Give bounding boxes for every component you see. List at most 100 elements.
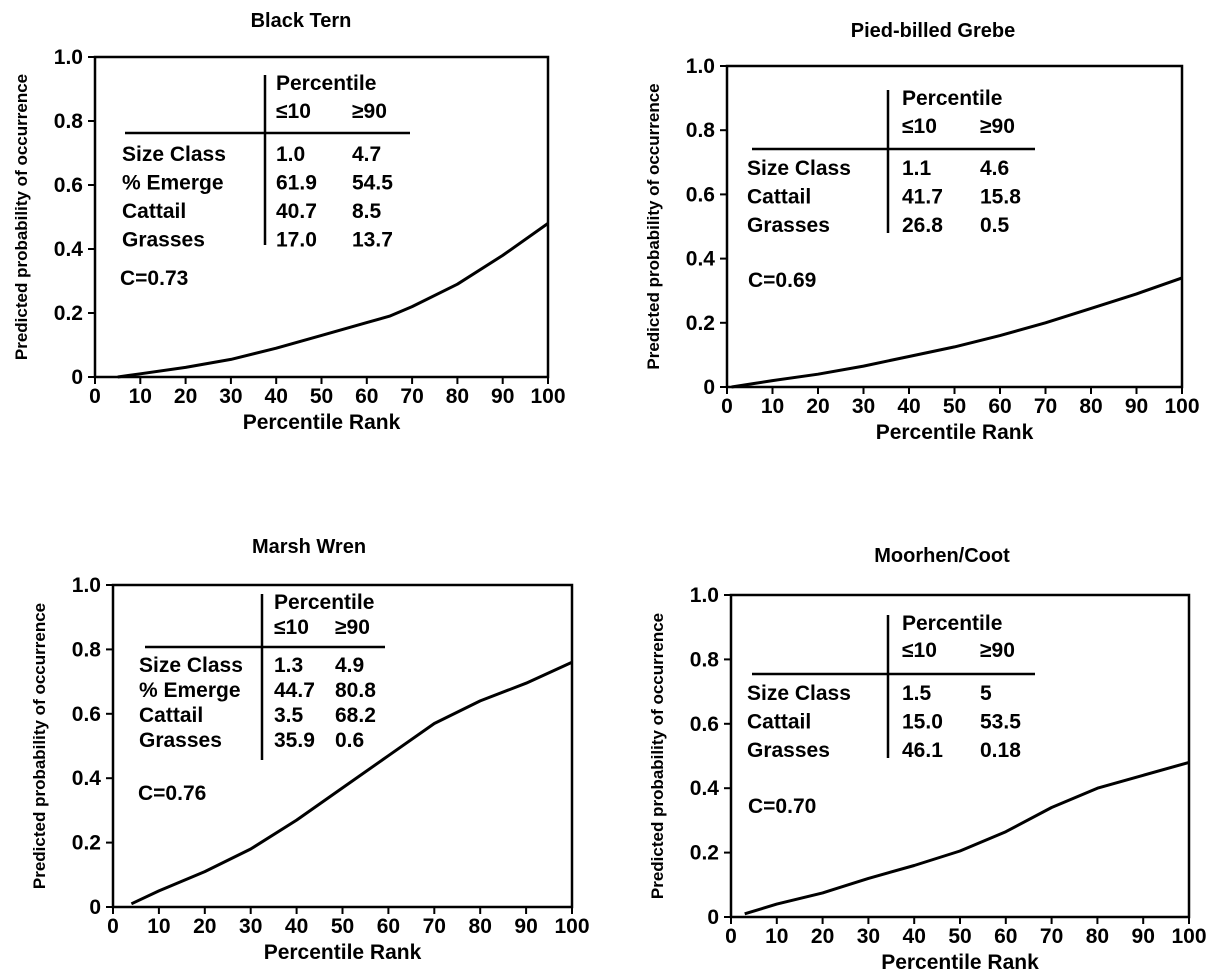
x-tick-label: 60	[994, 925, 1017, 948]
y-axis-label: Predicted probability of occurrence	[644, 83, 663, 369]
table-row-label: Grasses	[139, 729, 222, 752]
table-row-label: Grasses	[122, 229, 205, 252]
x-tick-label: 20	[193, 915, 216, 938]
table-col-high-header: ≥90	[980, 115, 1015, 138]
y-tick-label: 0	[703, 376, 715, 399]
y-tick-label: 0.4	[686, 248, 716, 271]
table-value-low: 61.9	[276, 172, 317, 195]
table-value-high: 4.7	[352, 143, 381, 166]
table-value-high: 0.18	[980, 739, 1021, 762]
y-tick-label: 0	[89, 896, 101, 919]
c-statistic-annotation: C=0.73	[120, 267, 188, 290]
table-value-high: 15.8	[980, 186, 1021, 209]
table-row-label: Cattail	[139, 704, 203, 727]
x-tick-label: 90	[514, 915, 537, 938]
x-tick-label: 100	[1164, 395, 1199, 418]
y-tick-label: 0.8	[72, 638, 102, 661]
x-tick-label: 100	[1171, 925, 1206, 948]
x-tick-label: 80	[1079, 395, 1102, 418]
x-tick-label: 50	[943, 395, 966, 418]
x-tick-label: 60	[355, 385, 378, 408]
table-col-high-header: ≥90	[980, 639, 1015, 662]
y-tick-label: 1.0	[690, 584, 719, 607]
table-value-high: 4.6	[980, 157, 1009, 180]
y-tick-label: 0.4	[690, 777, 720, 800]
table-value-low: 15.0	[902, 711, 943, 734]
x-tick-label: 60	[988, 395, 1011, 418]
x-tick-label: 80	[469, 915, 492, 938]
y-tick-label: 0	[71, 366, 83, 389]
chart-moorhen-coot: Moorhen/Coot 0 10 20 30 40 50 60 70 80 90 100 0 0.2 0.…	[600, 490, 1211, 977]
table-value-high: 53.5	[980, 711, 1021, 734]
table-value-low: 35.9	[274, 729, 315, 752]
y-tick-label: 0.4	[54, 238, 84, 261]
chart-title: Pied-billed Grebe	[851, 20, 1015, 42]
x-tick-label: 40	[265, 385, 288, 408]
x-tick-label: 100	[530, 385, 565, 408]
x-tick-label: 20	[174, 385, 197, 408]
y-tick-label: 0.2	[690, 842, 719, 865]
table-value-low: 1.1	[902, 157, 932, 180]
table-value-low: 41.7	[902, 186, 943, 209]
chart-marsh-wren: Marsh Wren 0 10 20 30 40 50 60 70 80 90 100 0 0.2 0.4 0…	[0, 490, 600, 977]
table-value-high: 5	[980, 682, 992, 705]
y-tick-label: 0.8	[686, 119, 716, 142]
x-tick-label: 0	[725, 925, 737, 948]
table-value-high: 4.9	[335, 654, 364, 677]
table-value-low: 1.3	[274, 654, 303, 677]
x-tick-label: 10	[765, 925, 788, 948]
chart-title: Black Tern	[251, 10, 352, 32]
table-value-high: 68.2	[335, 704, 376, 727]
table-row-label: Cattail	[747, 711, 811, 734]
y-axis-label: Predicted probability of occurrence	[30, 603, 49, 889]
table-row-label: Grasses	[747, 739, 830, 762]
c-statistic-annotation: C=0.70	[748, 795, 816, 818]
c-statistic-annotation: C=0.69	[748, 269, 816, 292]
table-col-high-header: ≥90	[352, 100, 387, 123]
table-col-low-header: ≤10	[902, 639, 937, 662]
table-col-low-header: ≤10	[276, 100, 311, 123]
x-tick-label: 20	[811, 925, 834, 948]
x-tick-label: 90	[1132, 925, 1155, 948]
chart-title: Marsh Wren	[252, 536, 366, 558]
table-percentile-header: Percentile	[276, 72, 376, 95]
probability-curve	[731, 276, 1183, 389]
x-tick-label: 0	[89, 385, 101, 408]
table-percentile-header: Percentile	[902, 612, 1002, 635]
y-tick-label: 0.8	[54, 110, 84, 133]
x-tick-label: 80	[446, 385, 469, 408]
x-tick-label: 90	[1125, 395, 1148, 418]
x-tick-label: 20	[806, 395, 829, 418]
probability-curve	[744, 760, 1190, 916]
table-row-label: Cattail	[747, 186, 811, 209]
y-tick-label: 1.0	[686, 55, 715, 78]
x-tick-label: 50	[948, 925, 971, 948]
x-tick-label: 0	[107, 915, 119, 938]
table-row-label: Size Class	[122, 143, 226, 166]
x-axis-label: Percentile Rank	[264, 941, 422, 964]
table-value-low: 17.0	[276, 229, 317, 252]
x-tick-label: 90	[491, 385, 514, 408]
x-tick-label: 50	[331, 915, 354, 938]
x-tick-label: 40	[285, 915, 308, 938]
x-tick-label: 0	[721, 395, 733, 418]
table-value-high: 8.5	[352, 200, 382, 223]
y-tick-label: 0.6	[686, 183, 715, 206]
x-tick-label: 40	[903, 925, 926, 948]
y-axis-label: Predicted probability of occurrence	[12, 74, 31, 360]
table-percentile-header: Percentile	[902, 87, 1002, 110]
table-value-high: 80.8	[335, 679, 376, 702]
table-col-high-header: ≥90	[335, 616, 370, 639]
x-tick-label: 30	[857, 925, 880, 948]
probability-curve	[117, 222, 549, 379]
x-axis-label: Percentile Rank	[243, 411, 401, 434]
table-value-low: 1.0	[276, 143, 305, 166]
x-tick-label: 100	[554, 915, 589, 938]
x-tick-label: 70	[1040, 925, 1063, 948]
table-percentile-header: Percentile	[274, 591, 374, 614]
x-tick-label: 80	[1086, 925, 1109, 948]
y-tick-label: 0.4	[72, 767, 102, 790]
table-value-low: 1.5	[902, 682, 932, 705]
x-tick-label: 70	[423, 915, 446, 938]
table-value-high: 13.7	[352, 229, 393, 252]
